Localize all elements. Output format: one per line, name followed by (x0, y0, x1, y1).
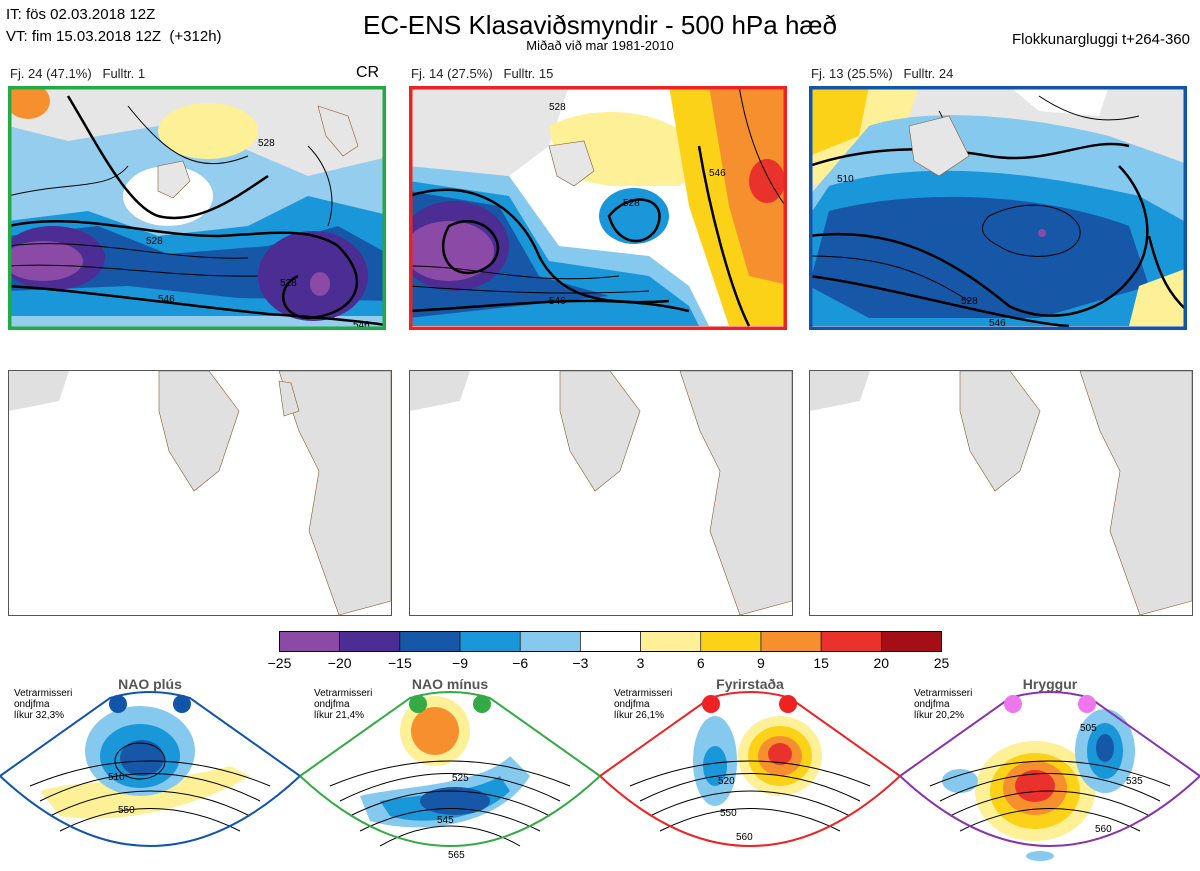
basemap-1 (8, 370, 392, 616)
page-subtitle: Miðað við mar 1981-2010 (526, 38, 674, 53)
regime-dot (1004, 695, 1022, 713)
contour-label: 546 (158, 294, 175, 305)
cluster-2-map: 528 528 546 546 (409, 86, 787, 330)
contour-label: 528 (961, 296, 978, 307)
regime-blocking: 520 550 560 Fyrirstaða Vetrarmisseri ond… (600, 676, 900, 871)
cluster-2-label: Fj. 14 (27.5%) Fulltr. 15 (411, 66, 554, 81)
regime-dot (409, 695, 427, 713)
init-time: IT: fös 02.03.2018 12Z (6, 6, 156, 23)
colorbar-tick-label: 25 (933, 655, 950, 671)
colorbar-swatch (519, 631, 581, 652)
regime-ridge: 505 535 560 Hryggur Vetrarmisseri ondjfm… (900, 676, 1200, 871)
colorbar-swatch (279, 631, 340, 652)
regime-title: NAO plús (118, 676, 182, 692)
cluster-2-border (409, 86, 787, 330)
run-times: IT: fös 02.03.2018 12Z VT: fim 15.03.201… (6, 4, 222, 48)
regime-contour: 550 (118, 805, 135, 816)
regime-note: Vetrarmisseri ondjfma líkur 20,2% (914, 688, 973, 721)
colorbar-swatch (339, 631, 401, 652)
basemap-2 (409, 370, 793, 616)
colorbar-swatch (640, 631, 702, 652)
regime-outline (600, 691, 900, 847)
cluster-3-border (809, 86, 1187, 330)
regime-contour: 505 (1080, 723, 1097, 734)
regime-outline (0, 691, 300, 847)
colorbar-swatch (580, 631, 641, 652)
regime-contour: 545 (437, 815, 454, 826)
cr-label: CR (356, 64, 380, 81)
regime-nao-plus: 510 550 NAO plús Vetrarmisseri ondjfma l… (0, 676, 300, 871)
regime-dot (702, 695, 720, 713)
colorbar-tick-label: −3 (572, 655, 589, 671)
contour-label: 528 (258, 138, 275, 149)
regime-contour: 550 (720, 808, 737, 819)
cluster-3-map: 510 528 546 (809, 86, 1187, 330)
classification-window: Flokkunargluggi t+264-360 (1011, 31, 1190, 48)
contour-label: 546 (549, 296, 566, 307)
colorbar-tick-label: −25 (267, 655, 292, 671)
colorbar-tick-label: −9 (452, 655, 469, 671)
colorbar-tick-label: 15 (813, 655, 829, 671)
regime-title: Hryggur (1022, 676, 1078, 692)
cluster-1-label: Fj. 24 (47.1%) Fulltr. 1 (10, 66, 146, 81)
colorbar-tick-label: −15 (387, 655, 412, 671)
page-title: EC-ENS Klasaviðsmyndir - 500 hPa hæð (363, 10, 837, 40)
colorbar-swatch (881, 631, 942, 652)
regime-contour: 535 (1126, 776, 1143, 787)
colorbar-swatch (820, 631, 882, 652)
regime-note: Vetrarmisseri ondjfma líkur 32,3% (14, 688, 73, 721)
basemap-3 (809, 370, 1193, 616)
regime-outline (300, 691, 600, 847)
regime-dot (173, 695, 191, 713)
regime-dot (473, 695, 491, 713)
regime-contour: 565 (448, 850, 465, 861)
regime-dot (779, 695, 797, 713)
colorbar (279, 631, 943, 653)
regime-title: NAO mínus (411, 676, 489, 692)
contour-label: 528 (623, 198, 640, 209)
colorbar-swatch (399, 631, 461, 652)
regime-outline (900, 691, 1200, 847)
regime-contour: 510 (108, 772, 125, 783)
colorbar-tick-label: −6 (512, 655, 529, 671)
valid-time: VT: fim 15.03.2018 12Z (+312h) (6, 28, 222, 45)
regime-contour: 560 (736, 832, 753, 843)
contour-label: 528 (146, 236, 163, 247)
colorbar-swatch (700, 631, 762, 652)
regime-contour: 520 (718, 776, 735, 787)
contour-label: 528 (549, 102, 566, 113)
regime-dot (1078, 695, 1096, 713)
colorbar-tick-label: −20 (327, 655, 352, 671)
cluster-1-map: 528 546 528 528 546 (8, 86, 386, 330)
contour-label: 546 (709, 168, 726, 179)
regime-nao-minus: 525 545 565 NAO mínus Vetrarmisseri ondj… (300, 676, 600, 871)
cluster-1-border (8, 86, 386, 330)
colorbar-tick-label: 3 (636, 655, 645, 671)
colorbar-tick-label: 6 (696, 655, 705, 671)
regime-dot (109, 695, 127, 713)
colorbar-tick-label: 9 (757, 655, 765, 671)
colorbar-swatch (459, 631, 521, 652)
contour-label: 546 (353, 320, 370, 330)
regime-note: Vetrarmisseri ondjfma líkur 26,1% (614, 688, 673, 721)
colorbar-swatch (760, 631, 822, 652)
cluster-3-label: Fj. 13 (25.5%) Fulltr. 24 (811, 66, 954, 81)
regime-note: Vetrarmisseri ondjfma líkur 21,4% (314, 688, 373, 721)
regime-contour: 560 (1095, 824, 1112, 835)
regime-title: Fyrirstaða (716, 676, 784, 692)
contour-label: 528 (280, 278, 297, 289)
regime-contour: 525 (452, 773, 469, 784)
contour-label: 546 (989, 318, 1006, 329)
colorbar-tick-label: 20 (873, 655, 890, 671)
contour-label: 510 (837, 174, 854, 185)
